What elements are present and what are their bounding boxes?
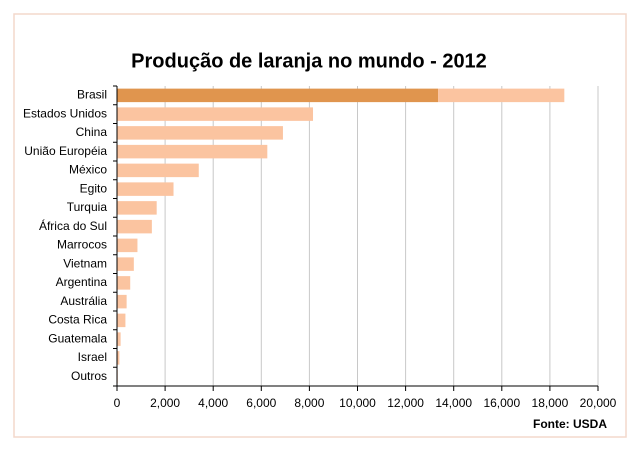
x-tick-label: 0 bbox=[114, 396, 121, 410]
y-tick-label: Marrocos bbox=[57, 238, 107, 252]
y-tick-label: Costa Rica bbox=[48, 313, 107, 327]
x-tick-label: 8,000 bbox=[294, 396, 324, 410]
y-tick-label: Austrália bbox=[60, 294, 107, 308]
y-tick-label: União Européia bbox=[24, 144, 107, 158]
x-tick-label: 14,000 bbox=[435, 396, 472, 410]
bar bbox=[438, 88, 565, 103]
y-tick-label: Estados Unidos bbox=[23, 106, 107, 120]
y-tick-label: Brasil bbox=[77, 88, 107, 102]
y-tick-label: Outros bbox=[71, 369, 107, 383]
bar bbox=[117, 107, 314, 121]
bar bbox=[117, 294, 127, 309]
bar bbox=[117, 88, 439, 103]
x-tick-label: 20,000 bbox=[580, 396, 617, 410]
y-tick-label: África do Sul bbox=[39, 218, 107, 233]
x-tick-label: 16,000 bbox=[483, 396, 520, 410]
source: Fonte: USDA bbox=[533, 417, 607, 431]
bar bbox=[117, 163, 199, 178]
x-tick-label: 12,000 bbox=[387, 396, 424, 410]
x-tick-label: 10,000 bbox=[339, 396, 376, 410]
y-tick-label: Guatemala bbox=[48, 331, 107, 345]
x-tick-label: 4,000 bbox=[198, 396, 228, 410]
y-tick-label: China bbox=[76, 125, 108, 139]
y-tick-label: México bbox=[69, 163, 107, 177]
bar bbox=[117, 332, 121, 346]
bar bbox=[117, 276, 131, 290]
x-tick-label: 18,000 bbox=[532, 396, 569, 410]
frame bbox=[13, 13, 627, 438]
y-tick-label: Turquia bbox=[67, 200, 108, 214]
bar bbox=[117, 351, 120, 365]
bar bbox=[117, 126, 283, 140]
bar bbox=[117, 238, 138, 253]
bar bbox=[117, 257, 134, 271]
bar bbox=[117, 219, 152, 234]
y-tick-label: Egito bbox=[80, 181, 108, 195]
x-tick-label: 2,000 bbox=[150, 396, 180, 410]
chart-title: Produção de laranja no mundo - 2012 bbox=[131, 50, 487, 72]
x-tick-label: 6,000 bbox=[246, 396, 276, 410]
bar bbox=[117, 144, 268, 159]
y-tick-label: Israel bbox=[78, 350, 107, 364]
bar bbox=[117, 313, 126, 328]
y-tick-label: Argentina bbox=[56, 275, 108, 289]
bar bbox=[117, 182, 174, 196]
bar bbox=[117, 201, 157, 215]
y-tick-label: Vietnam bbox=[63, 256, 107, 270]
